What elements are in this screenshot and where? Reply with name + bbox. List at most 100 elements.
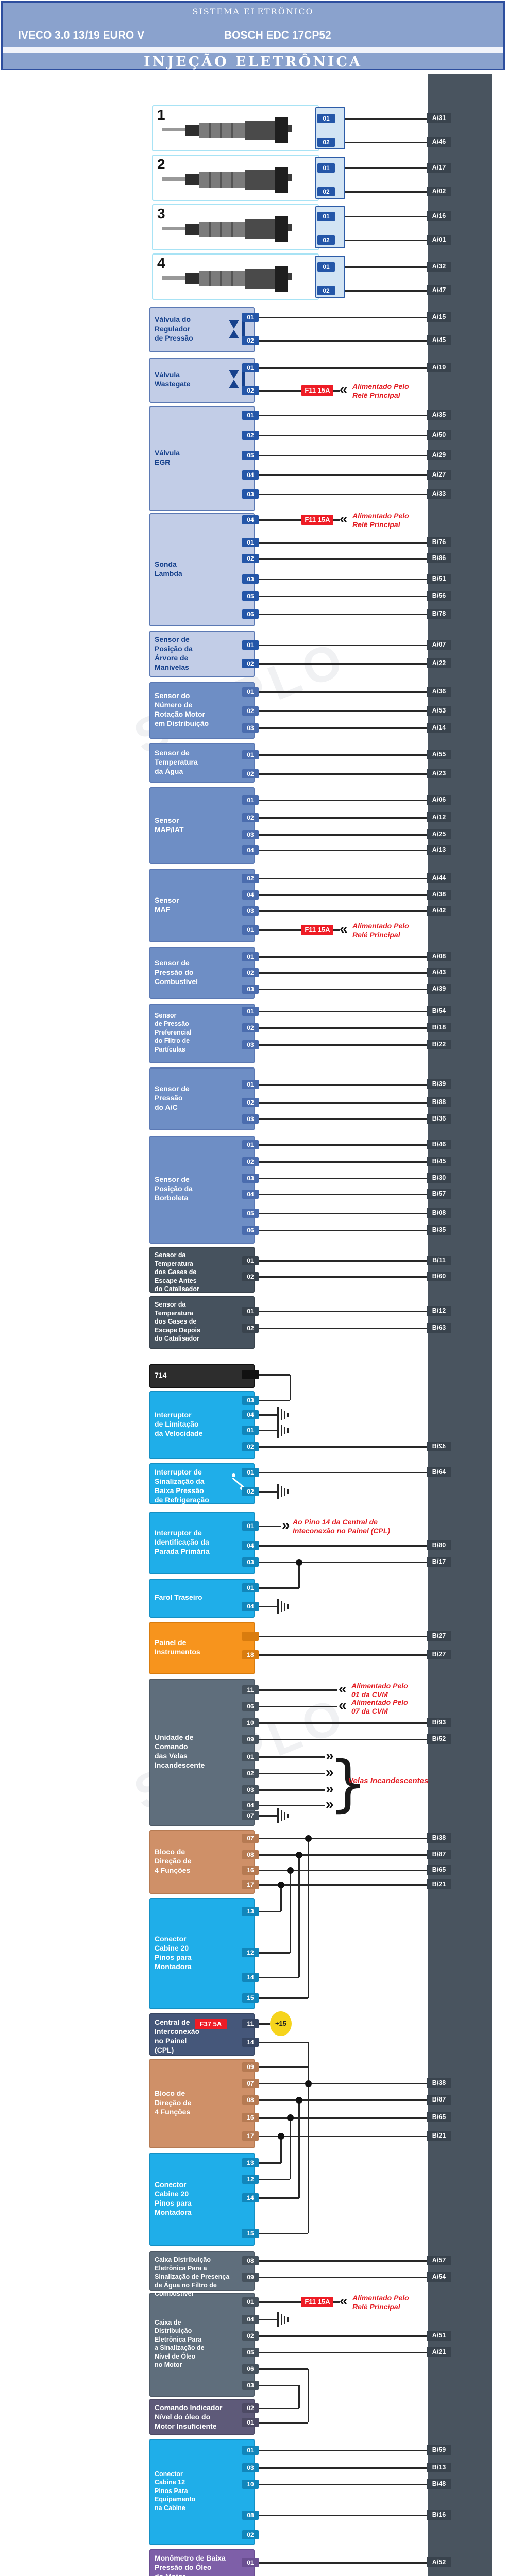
chevron-right-icon: » — [326, 1781, 334, 1797]
pin-number: 02 — [242, 1442, 259, 1451]
ground-icon — [277, 1808, 279, 1823]
component-box sensor-pressao-filtro-particulas — [149, 1004, 255, 1063]
wire — [259, 1562, 427, 1563]
component-label: Farol Traseiro — [155, 1593, 202, 1601]
ecu-pin-label: B/80 — [427, 1540, 451, 1550]
wire — [290, 1870, 291, 1953]
ecu-pin-label: A/01 — [427, 235, 451, 245]
component-label: Válvula Wastegate — [155, 370, 191, 388]
pin-number: 08 — [242, 2511, 259, 2520]
injector-part — [220, 222, 222, 237]
ecu-pin-label: B/59 — [427, 2445, 451, 2455]
ecu-pin-label: B/57 — [427, 1189, 451, 1199]
wire — [259, 1328, 427, 1329]
component-box conector-cabine12 — [149, 2439, 255, 2545]
pin-number: 14 — [242, 2193, 259, 2202]
pin-number: 08 — [242, 2095, 259, 2105]
valve-icon — [242, 368, 245, 391]
ecu-pin-label: B/36 — [427, 1114, 451, 1124]
component-box valvula-egr — [149, 406, 255, 511]
wire — [308, 2042, 309, 2233]
component-box conector-714-1 — [149, 1364, 255, 1388]
pin-number: 16 — [242, 2113, 259, 2122]
injector-illustration — [159, 261, 314, 294]
wire — [259, 474, 427, 476]
ecu-pin-label: A/50 — [427, 430, 451, 440]
ecu-pin-label: B/48 — [427, 2479, 451, 2489]
injector-part — [199, 222, 245, 237]
red-note: Alimentado Pelo 07 da CVM — [351, 1698, 408, 1715]
ground-icon — [277, 1407, 279, 1422]
injector-part — [288, 125, 292, 132]
ground-icon — [277, 2312, 279, 2327]
wire — [308, 2369, 309, 2422]
wire — [259, 614, 427, 615]
pin-number: 02 — [242, 2530, 259, 2539]
wire — [259, 415, 427, 416]
pin-number: 11 — [242, 1685, 259, 1694]
ecu-pin-label: B/46 — [427, 1140, 451, 1149]
pin-number: 01 — [242, 1521, 259, 1531]
wire — [259, 800, 427, 801]
component-label: Interruptor de Identificação da Parada Pri… — [155, 1529, 210, 1555]
pin-number: 08 — [242, 1850, 259, 1859]
pin-number: 01 — [242, 1583, 259, 1592]
wire — [259, 878, 427, 879]
wire — [259, 1545, 427, 1547]
pin-number: 01 — [242, 1426, 259, 1435]
pin-number: 01 — [242, 1140, 259, 1149]
pin-number: 03 — [242, 830, 259, 839]
wire — [259, 1230, 427, 1231]
component-label: Sensor da Temperatura dos Gases de Escape D… — [155, 1301, 200, 1342]
injector-part — [288, 273, 292, 280]
wire — [259, 1102, 427, 1104]
component-box interruptor-limitacao-velocidade — [149, 1391, 255, 1459]
fuse-label: F11 15A — [301, 515, 333, 525]
wire — [259, 2023, 270, 2025]
pin-number: 01 — [242, 1307, 259, 1316]
pin-number: 14 — [242, 2038, 259, 2047]
pin-number: 04 — [242, 1541, 259, 1550]
ground-icon — [287, 1604, 289, 1609]
injector-part — [220, 271, 222, 286]
wire — [259, 2162, 281, 2164]
wire — [259, 1636, 427, 1637]
wire — [259, 2368, 308, 2370]
injector-part — [245, 219, 275, 239]
component-box painel-instrumentos — [149, 1622, 255, 1674]
ecu-pin-label: B/93 — [427, 1718, 451, 1727]
ecu-pin-label: A/29 — [427, 450, 451, 460]
pin-number: 02 — [242, 1272, 259, 1281]
component-label: Sensor de Pressão do Combustível — [155, 958, 198, 986]
injector-part — [209, 271, 211, 286]
pin-number: 03 — [242, 723, 259, 733]
fuse-label: F37 5A — [195, 2019, 227, 2029]
wire — [280, 1885, 282, 1911]
wire — [290, 2117, 291, 2179]
pin-number: 18 — [242, 1650, 259, 1659]
pin-number: 02 — [317, 138, 335, 147]
ecu-pin-label: B/54 — [427, 1006, 451, 1016]
pin-number: 06 — [242, 1226, 259, 1235]
ecu-pin-label: A/46 — [427, 137, 451, 147]
component-label: Sensor do Número de Rotação Motor em Distri… — [155, 691, 209, 727]
injector-part — [199, 172, 245, 188]
chevron-left-icon: « — [340, 921, 348, 937]
ecu-pin-label: B/27 — [427, 1631, 451, 1641]
chevron-right-icon: » — [282, 1517, 290, 1533]
red-note: Ao Pino 14 da Central de Inteconexão no P… — [293, 1518, 391, 1535]
injector-part — [162, 227, 185, 230]
pin-number: 15 — [242, 1993, 259, 2003]
pin-number: 01 — [242, 952, 259, 961]
pin-number: 01 — [317, 212, 335, 221]
chevron-left-icon: « — [339, 1697, 347, 1713]
injector-illustration — [159, 112, 314, 145]
pin-number: 01 — [242, 411, 259, 420]
injector-part — [185, 224, 199, 235]
pin-number: 01 — [242, 1256, 259, 1265]
ecu-pin-label: A/02 — [427, 187, 451, 196]
pin-number: 01 — [242, 1080, 259, 1089]
pin-number: 05 — [242, 2348, 259, 2357]
wire — [259, 1311, 427, 1312]
